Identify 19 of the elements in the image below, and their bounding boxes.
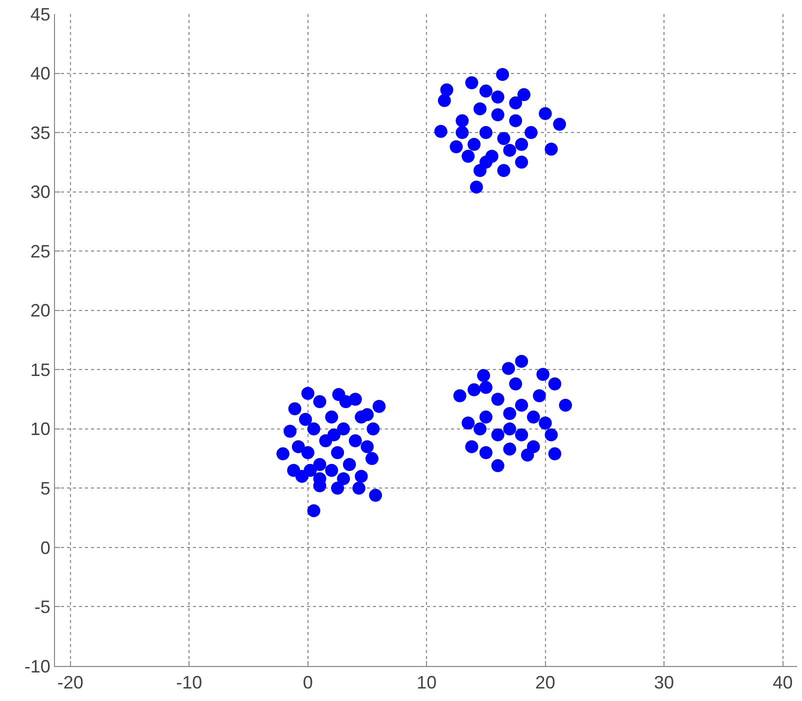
y-tick-label: 30 bbox=[30, 182, 50, 202]
x-tick-label: 0 bbox=[302, 672, 313, 693]
y-tick-label: 35 bbox=[30, 122, 50, 143]
y-tick-label: 5 bbox=[40, 478, 50, 498]
y-tick-label: 25 bbox=[30, 241, 50, 262]
x-tick-label: 30 bbox=[654, 672, 674, 693]
y-tick-label: 15 bbox=[30, 360, 50, 380]
y-tick-label: 40 bbox=[30, 64, 50, 84]
x-tick-label: -10 bbox=[176, 672, 202, 693]
x-tick-label: -20 bbox=[57, 672, 84, 693]
y-tick-label: 0 bbox=[40, 538, 50, 558]
y-tick-label: 45 bbox=[30, 4, 50, 24]
y-tick-label: -10 bbox=[24, 656, 50, 676]
y-tick-label: 20 bbox=[30, 300, 50, 321]
x-tick-label: 20 bbox=[535, 672, 556, 693]
x-tick-label: 10 bbox=[416, 672, 437, 693]
y-tick-label: -5 bbox=[34, 597, 50, 618]
y-tick-label: 10 bbox=[30, 419, 50, 440]
x-tick-label: 40 bbox=[772, 672, 793, 693]
